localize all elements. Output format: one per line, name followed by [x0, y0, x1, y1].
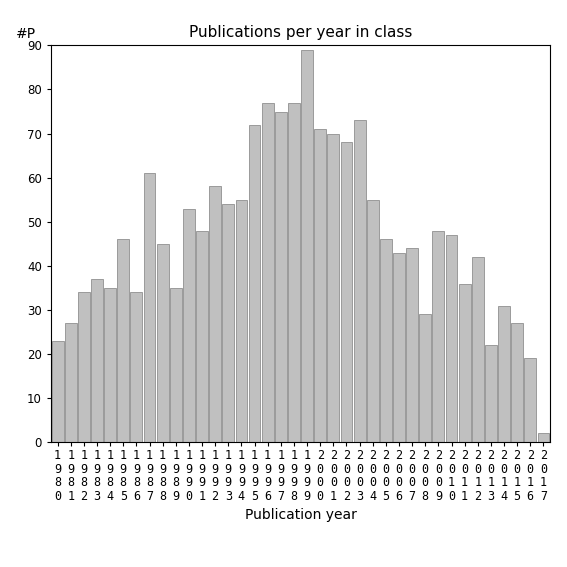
Bar: [117, 239, 129, 442]
Bar: [65, 323, 77, 442]
Bar: [459, 284, 471, 442]
Bar: [301, 50, 313, 442]
Bar: [156, 244, 168, 442]
Bar: [446, 235, 458, 442]
Bar: [78, 293, 90, 442]
Bar: [327, 134, 339, 442]
Bar: [406, 248, 418, 442]
Bar: [472, 257, 484, 442]
Text: #P: #P: [16, 27, 36, 41]
Bar: [249, 125, 260, 442]
Bar: [130, 293, 142, 442]
Bar: [538, 433, 549, 442]
Bar: [433, 231, 445, 442]
Bar: [367, 200, 379, 442]
Bar: [262, 103, 274, 442]
Bar: [196, 231, 208, 442]
Bar: [341, 142, 352, 442]
Bar: [143, 174, 155, 442]
Bar: [485, 345, 497, 442]
Bar: [209, 187, 221, 442]
Bar: [511, 323, 523, 442]
Bar: [524, 358, 536, 442]
Bar: [420, 314, 431, 442]
Bar: [314, 129, 326, 442]
Bar: [91, 279, 103, 442]
Bar: [354, 120, 366, 442]
Bar: [170, 288, 181, 442]
Bar: [52, 341, 64, 442]
Bar: [104, 288, 116, 442]
Bar: [498, 306, 510, 442]
Bar: [380, 239, 392, 442]
Bar: [393, 253, 405, 442]
Bar: [275, 112, 287, 442]
Bar: [183, 209, 195, 442]
Title: Publications per year in class: Publications per year in class: [189, 25, 412, 40]
Bar: [235, 200, 247, 442]
X-axis label: Publication year: Publication year: [244, 508, 357, 522]
Bar: [222, 204, 234, 442]
Bar: [288, 103, 300, 442]
